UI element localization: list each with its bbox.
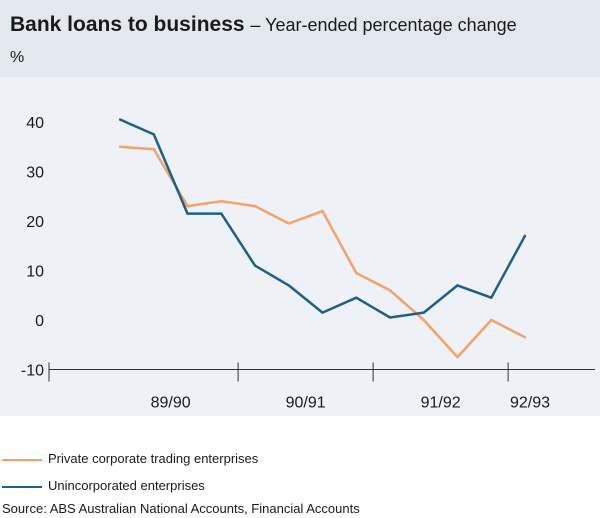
y-tick-label: -10: [21, 363, 44, 380]
data-point-private-corporate: [456, 355, 459, 359]
data-point-private-corporate: [287, 222, 290, 225]
data-point-unincorporated: [388, 316, 392, 319]
legend-item-unincorporated: Unincorporated enterprises: [2, 478, 205, 493]
data-point-unincorporated: [523, 234, 527, 238]
data-point-unincorporated: [321, 311, 324, 314]
chart-subtitle: – Year-ended percentage change: [250, 15, 517, 35]
data-point-private-corporate: [523, 336, 527, 339]
series-line-unincorporated: [119, 118, 527, 319]
source-note: Source: ABS Australian National Accounts…: [2, 501, 360, 516]
y-tick-label: 30: [26, 165, 44, 182]
x-tick-label: 90/91: [286, 395, 326, 412]
y-tick-label: 0: [35, 313, 44, 330]
chart-header: Bank loans to business – Year-ended perc…: [0, 0, 600, 77]
data-point-unincorporated: [253, 264, 257, 267]
data-point-private-corporate: [186, 204, 189, 208]
legend-item-private-corporate: Private corporate trading enterprises: [2, 451, 258, 466]
data-point-unincorporated: [490, 296, 493, 299]
data-point-unincorporated: [456, 284, 459, 287]
legend-swatch-unincorporated: [2, 485, 42, 488]
data-point-private-corporate: [388, 289, 392, 292]
legend-label-unincorporated: Unincorporated enterprises: [48, 478, 205, 493]
data-point-unincorporated: [118, 118, 122, 121]
data-point-unincorporated: [220, 212, 223, 215]
y-axis-unit: %: [10, 49, 25, 66]
chart-title: Bank loans to business – Year-ended perc…: [10, 13, 517, 36]
data-point-private-corporate: [355, 271, 358, 275]
data-point-private-corporate: [220, 200, 223, 203]
x-tick-label: 89/90: [151, 395, 191, 412]
y-tick-label: 10: [26, 264, 44, 281]
x-tick-label: 91/92: [421, 395, 461, 412]
series-line-private-corporate: [119, 145, 526, 359]
y-tick-label: 20: [26, 214, 44, 231]
legend-label-private-corporate: Private corporate trading enterprises: [48, 451, 259, 466]
data-point-private-corporate: [422, 318, 425, 322]
y-tick-label: 40: [26, 115, 44, 132]
data-point-private-corporate: [152, 148, 155, 151]
data-point-unincorporated: [186, 212, 189, 215]
data-point-private-corporate: [253, 204, 257, 208]
data-point-private-corporate: [490, 318, 493, 322]
plot-area: [0, 77, 600, 416]
data-point-unincorporated: [422, 311, 425, 314]
x-tick-label: 92/93: [510, 395, 550, 412]
data-point-private-corporate: [118, 145, 122, 148]
data-point-unincorporated: [152, 133, 155, 136]
data-point-unincorporated: [287, 284, 290, 287]
data-point-unincorporated: [355, 296, 358, 299]
data-point-private-corporate: [321, 209, 324, 213]
legend-swatch-private-corporate: [2, 458, 42, 461]
